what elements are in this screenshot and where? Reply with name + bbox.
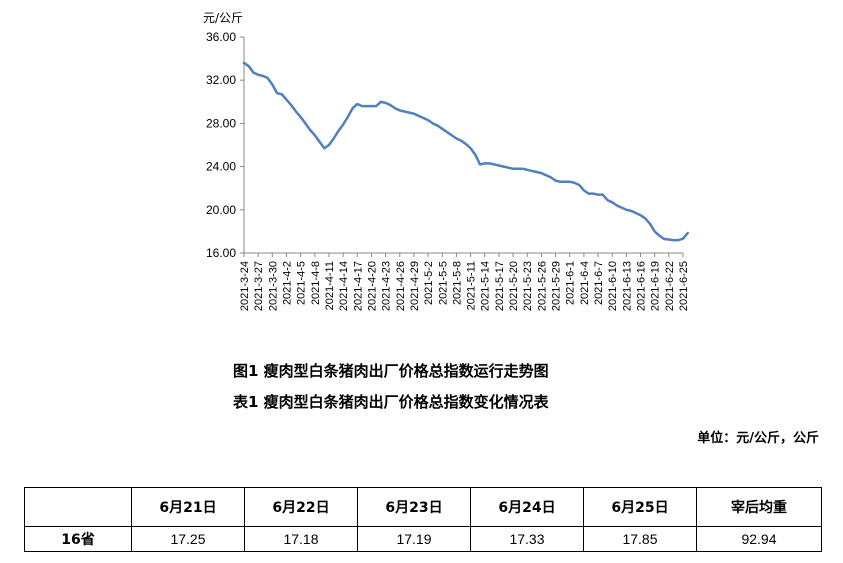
unit-note: 单位：元/公斤，公斤 (697, 431, 819, 446)
x-tick-label: 2021-6-4 (579, 261, 591, 305)
x-tick-label: 2021-4-2 (281, 261, 293, 305)
x-tick-label: 2021-6-25 (678, 261, 690, 311)
x-tick-label: 2021-5-2 (423, 261, 435, 305)
x-tick-label: 2021-5-23 (522, 261, 534, 311)
x-tick-label: 2021-5-8 (451, 261, 463, 305)
x-tick-label: 2021-5-5 (437, 261, 449, 305)
chart-axes (240, 36, 684, 257)
x-axis-tick-labels: 2021-3-24 2021-3-27 2021-3-30 2021-4-2 2021-… (239, 261, 690, 311)
value-cell-weight: 92.94 (696, 526, 822, 552)
x-tick-label: 2021-4-11 (324, 261, 336, 310)
header-cell-6-23: 6月23日 (357, 487, 471, 527)
x-tick-label: 2021-4-26 (395, 261, 407, 311)
price-line-chart: 元/公斤 16.00 20.00 24.00 28.00 32.00 36.00 2021… (203, 11, 690, 311)
x-tick-label: 2021-6-19 (650, 261, 662, 311)
x-tick-label: 2021-4-20 (366, 261, 378, 311)
value-cell-6-22: 17.18 (244, 526, 358, 552)
row-label-cell: 16省 (24, 526, 132, 552)
table-caption: 表1 瘦肉型白条猪肉出厂价格总指数变化情况表 (233, 393, 549, 411)
x-tick-label: 2021-4-29 (409, 261, 421, 311)
y-axis-tick-labels: 16.00 20.00 24.00 28.00 32.00 36.00 (206, 30, 236, 260)
x-tick-label: 2021-5-29 (551, 261, 563, 311)
series-group (242, 61, 689, 242)
y-tick-label: 20.00 (206, 203, 236, 217)
x-tick-label: 2021-6-13 (621, 261, 633, 311)
header-cell-weight: 宰后均重 (696, 487, 822, 527)
x-tick-label: 2021-5-14 (480, 261, 492, 311)
y-tick-label: 16.00 (206, 246, 236, 260)
x-tick-label: 2021-6-22 (664, 261, 676, 311)
header-cell-blank (24, 487, 132, 527)
value-cell-6-21: 17.25 (131, 526, 245, 552)
y-tick-label: 32.00 (206, 73, 236, 87)
value-cell-6-24: 17.33 (470, 526, 584, 552)
x-tick-label: 2021-5-26 (536, 261, 548, 311)
x-tick-label: 2021-4-17 (352, 261, 364, 311)
x-tick-label: 2021-6-1 (565, 261, 577, 305)
x-tick-label: 2021-3-24 (239, 261, 251, 311)
x-tick-label: 2021-5-17 (494, 261, 506, 311)
x-tick-label: 2021-5-20 (508, 261, 520, 311)
value-cell-6-23: 17.19 (357, 526, 471, 552)
x-tick-label: 2021-5-11 (466, 261, 478, 310)
y-tick-label: 36.00 (206, 30, 236, 44)
x-tick-label: 2021-6-16 (636, 261, 648, 311)
x-tick-label: 2021-4-14 (338, 261, 350, 311)
table-header-row: 6月21日 6月22日 6月23日 6月24日 6月25日 宰后均重 (24, 487, 822, 527)
header-cell-6-21: 6月21日 (131, 487, 245, 527)
x-tick-label: 2021-6-10 (607, 261, 619, 311)
x-tick-label: 2021-6-7 (593, 261, 605, 305)
x-tick-label: 2021-3-27 (253, 261, 265, 311)
price-index-series-line (242, 61, 689, 242)
x-tick-label: 2021-3-30 (267, 261, 279, 311)
y-axis-unit: 元/公斤 (203, 11, 243, 25)
header-cell-6-25: 6月25日 (583, 487, 697, 527)
value-cell-6-25: 17.85 (583, 526, 697, 552)
x-tick-label: 2021-4-8 (310, 261, 322, 305)
x-tick-label: 2021-4-23 (381, 261, 393, 311)
y-tick-label: 24.00 (206, 160, 236, 174)
x-tick-label: 2021-4-5 (296, 261, 308, 305)
y-tick-label: 28.00 (206, 116, 236, 130)
header-cell-6-22: 6月22日 (244, 487, 358, 527)
table-row: 16省 17.25 17.18 17.19 17.33 17.85 92.94 (24, 526, 822, 552)
price-table: 6月21日 6月22日 6月23日 6月24日 6月25日 宰后均重 16省 1… (24, 487, 822, 552)
figure-caption: 图1 瘦肉型白条猪肉出厂价格总指数运行走势图 (233, 362, 549, 380)
header-cell-6-24: 6月24日 (470, 487, 584, 527)
